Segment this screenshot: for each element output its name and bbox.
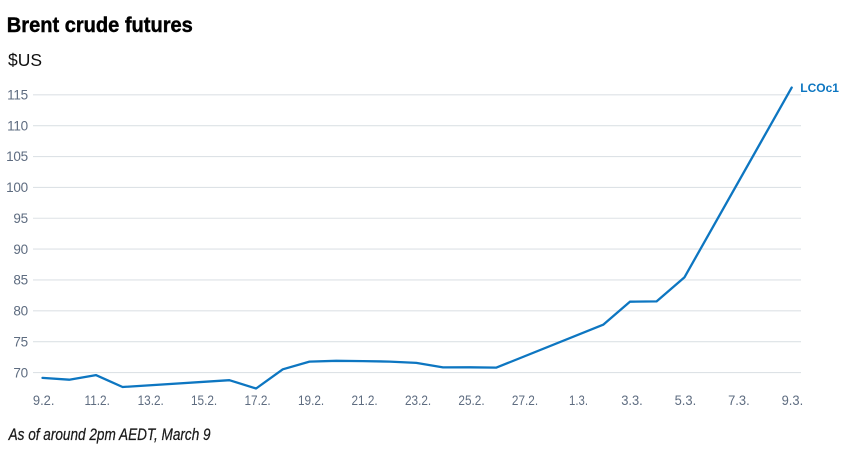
svg-text:9.2.: 9.2.	[33, 393, 55, 408]
svg-text:LCOc1: LCOc1	[800, 81, 839, 95]
svg-text:115: 115	[7, 88, 28, 103]
svg-text:15.2.: 15.2.	[191, 393, 217, 408]
svg-text:23.2.: 23.2.	[405, 393, 431, 408]
svg-text:17.2.: 17.2.	[245, 393, 271, 408]
svg-text:5.3.: 5.3.	[675, 393, 697, 408]
svg-text:7.3.: 7.3.	[728, 393, 750, 408]
svg-text:As of around 2pm AEDT, March 9: As of around 2pm AEDT, March 9	[8, 426, 211, 444]
svg-text:21.2.: 21.2.	[352, 393, 378, 408]
svg-text:100: 100	[6, 180, 28, 195]
svg-text:27.2.: 27.2.	[512, 393, 538, 408]
svg-text:1.3.: 1.3.	[569, 393, 588, 408]
svg-text:3.3.: 3.3.	[621, 393, 643, 408]
svg-text:$US: $US	[8, 50, 42, 70]
svg-text:13.2.: 13.2.	[138, 393, 164, 408]
svg-text:70: 70	[13, 365, 28, 380]
svg-text:11.2.: 11.2.	[85, 393, 110, 408]
svg-text:25.2.: 25.2.	[458, 393, 484, 408]
svg-text:19.2.: 19.2.	[298, 393, 324, 408]
svg-text:Brent crude futures: Brent crude futures	[7, 14, 193, 37]
svg-text:75: 75	[13, 334, 28, 349]
svg-text:80: 80	[13, 304, 28, 319]
svg-text:110: 110	[7, 118, 28, 133]
svg-text:105: 105	[6, 149, 28, 164]
svg-text:85: 85	[13, 273, 28, 288]
svg-text:95: 95	[13, 211, 28, 226]
svg-text:9.3.: 9.3.	[782, 393, 804, 408]
svg-text:90: 90	[13, 242, 28, 257]
